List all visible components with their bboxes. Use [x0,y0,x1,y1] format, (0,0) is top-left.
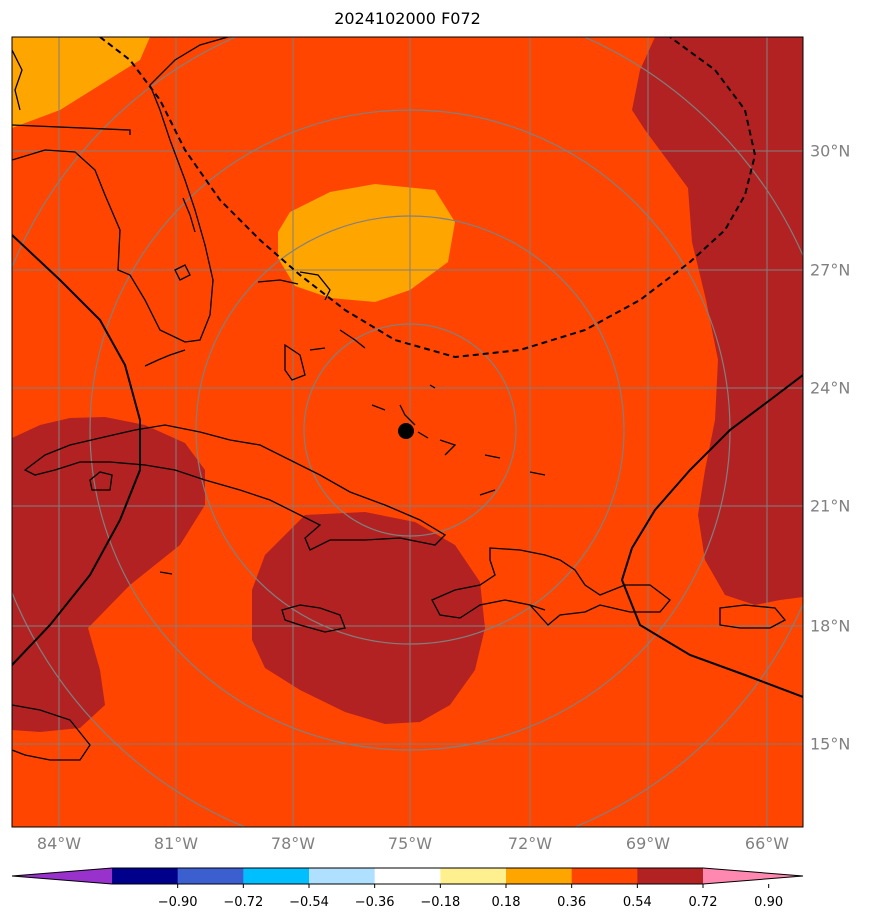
map-title: 2024102000 F072 [334,9,481,28]
field-region-cuba-west [12,417,205,732]
map-frame [11,36,804,828]
colorbar-tick-label: 0.18 [491,895,521,910]
lon-label: 69°W [625,834,671,853]
colorbar-tick-label: 0.90 [754,895,784,910]
field-region-atlantic-low [278,184,455,302]
colorbar-extend-min [12,868,112,884]
colorbar-tick-label: −0.18 [420,895,461,910]
field-region-jamaica [252,512,485,724]
colorbar-tick-label: 0.36 [557,895,587,910]
lon-label: 84°W [36,834,82,853]
colorbar-tick-label: −0.54 [289,895,329,910]
lon-label: 75°W [387,834,433,853]
colorbar-tick-label: −0.72 [223,895,264,910]
field-region-ne-gulf [12,37,150,128]
storm-center-marker [398,423,414,439]
colorbar-tick-label: 0.54 [622,895,652,910]
lat-label: 18°N [810,616,851,636]
coastlines [12,37,787,761]
colorbar-segment [506,868,573,884]
colorbar-outline [11,867,804,885]
colorbar [11,867,804,888]
contours [12,37,803,698]
colorbar-segment [637,868,704,884]
lon-label: 81°W [153,834,199,853]
lat-label: 24°N [810,378,851,398]
colorbar-segment [309,868,376,884]
lon-label: 78°W [270,834,316,853]
lon-label: 66°W [744,834,790,853]
colorbar-tick-label: −0.36 [354,895,395,910]
colorbar-segment [571,868,638,884]
colorbar-tick-label: −0.90 [157,895,198,910]
colorbar-segment [374,868,441,884]
lat-label: 27°N [810,260,851,280]
colorbar-segment [112,868,179,884]
lon-label: 72°W [507,834,553,853]
colorbar-segment [243,868,310,884]
gridlines [12,37,803,827]
lat-label: 30°N [810,141,851,161]
range-rings [12,37,803,827]
map-plot [11,36,804,828]
field-region-east-atlantic [632,37,803,605]
colorbar-extend-max [703,868,803,884]
colorbar-segment [440,868,507,884]
colorbar-segment [177,868,244,884]
colorbar-tick-label: 0.72 [688,895,718,910]
lat-label: 15°N [810,734,851,754]
lat-label: 21°N [810,496,851,516]
